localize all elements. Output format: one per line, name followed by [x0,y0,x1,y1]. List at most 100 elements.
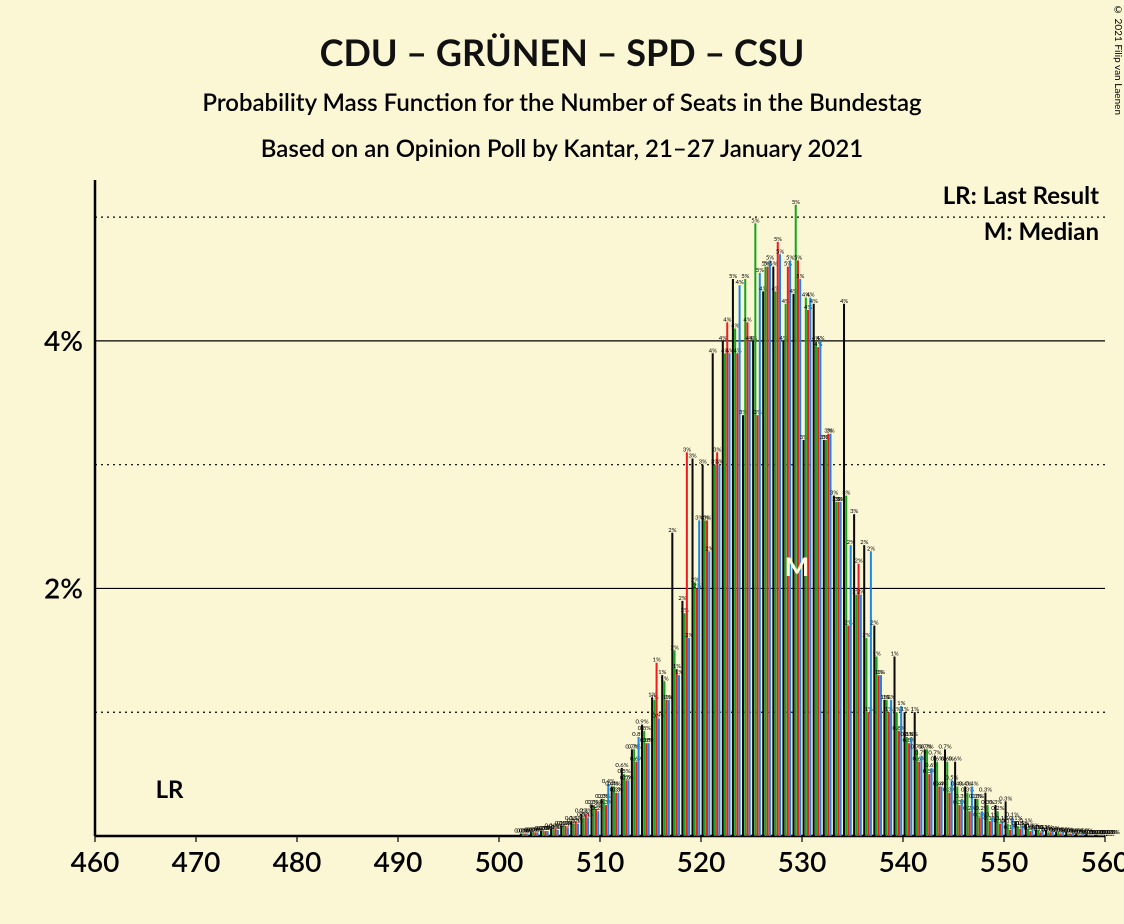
bar-csu [759,273,761,836]
legend-lr: LR: Last Result [943,181,1099,210]
x-tick-label: 510 [576,844,625,878]
bar-gruenen [886,700,888,836]
bar-label: 2% [855,558,863,565]
bar-csu [870,551,872,836]
bar-gruenen [825,440,827,836]
bar-csu [658,718,660,836]
bar-csu [739,285,741,836]
bar-spd [777,242,779,836]
bar-cdu [863,545,865,836]
bar-csu [769,260,771,836]
bar-gruenen [754,223,756,836]
bar-spd [999,824,1001,836]
bar-csu [698,520,700,836]
bar-gruenen [694,582,696,836]
bar-spd [686,452,688,836]
bar-label: 5% [741,273,749,280]
bar-cdu [722,341,724,836]
x-tick-label: 480 [273,844,322,878]
bar-label: 5% [792,199,800,206]
bar-csu [617,793,619,836]
bar-label: 5% [756,267,764,274]
bar-label: 2% [870,620,878,627]
bar-gruenen [724,353,726,836]
bar-label: 2% [670,644,678,651]
bar-label: 4% [840,298,848,305]
bar-spd [888,712,890,836]
bar-cdu [611,786,613,836]
bar-label: 4% [816,335,824,342]
bar-cdu [934,756,936,836]
bar-spd [928,774,930,836]
bar-spd [676,669,678,836]
bar-label: 1% [653,657,661,664]
bar-csu [840,502,842,836]
bar-spd [837,502,839,836]
bar-spd [908,743,910,836]
bar-gruenen [643,731,645,836]
bar-csu [900,706,902,836]
bar-label: 4% [810,298,818,305]
x-tick-label: 500 [475,844,524,878]
bar-gruenen [714,465,716,836]
bar-label: 0.4% [965,780,978,787]
bar-gruenen [906,737,908,836]
bar-label: 0.6% [949,756,962,763]
bar-gruenen [684,613,686,836]
bar-gruenen [734,329,736,836]
bar-label: 0.0% [1107,829,1120,836]
y-tick-label: 4% [44,323,83,357]
bar-gruenen [573,824,575,836]
bar-csu [930,768,932,836]
bar-label: 2% [867,545,875,552]
bar-spd [625,780,627,836]
bar-gruenen [845,496,847,836]
bar-label: 0.3% [999,795,1012,802]
bar-gruenen [623,774,625,836]
bar-label: 4% [719,335,727,342]
bar-csu [648,743,650,836]
bar-gruenen [936,762,938,836]
bar-label: 4% [709,347,717,354]
bar-label: 0.2% [991,805,1004,812]
bar-label: 1% [872,651,880,658]
bar-label: 4% [743,316,751,323]
bar-gruenen [815,341,817,836]
bar-label: 3% [699,459,707,466]
annotation-m: M [785,550,810,582]
x-tick-label: 520 [677,844,726,878]
bar-label: 1% [911,706,919,713]
bar-spd [605,805,607,836]
bar-gruenen [764,267,766,836]
bar-cdu [681,601,683,836]
pmf-chart: 2%4%4604704804905005105205305405505600.0… [95,180,1124,924]
bar-csu [718,465,720,836]
bar-label: 3% [826,428,834,435]
annotation-lr: LR [156,775,184,804]
bar-csu [597,811,599,836]
bar-spd [656,663,658,836]
bar-spd [757,415,759,836]
bar-gruenen [835,502,837,836]
x-tick-label: 530 [778,844,827,878]
bar-spd [706,520,708,836]
bar-spd [938,786,940,836]
bar-label: 2% [862,632,870,639]
bar-csu [951,780,953,836]
bar-gruenen [876,657,878,836]
bar-cdu [762,291,764,836]
bar-csu [627,780,629,836]
bar-gruenen [795,205,797,836]
bar-csu [708,551,710,836]
bar-label: 3% [713,446,721,453]
bar-gruenen [674,650,676,836]
bar-spd [666,700,668,836]
bar-label: 0.8% [638,725,651,732]
bar-spd [989,821,991,836]
bar-label: 3% [842,490,850,497]
bar-gruenen [855,595,857,836]
x-tick-label: 490 [374,844,423,878]
chart-title: CDU – GRÜNEN – SPD – CSU [0,30,1124,74]
bar-label: 0.3% [979,787,992,794]
bar-spd [736,353,738,836]
